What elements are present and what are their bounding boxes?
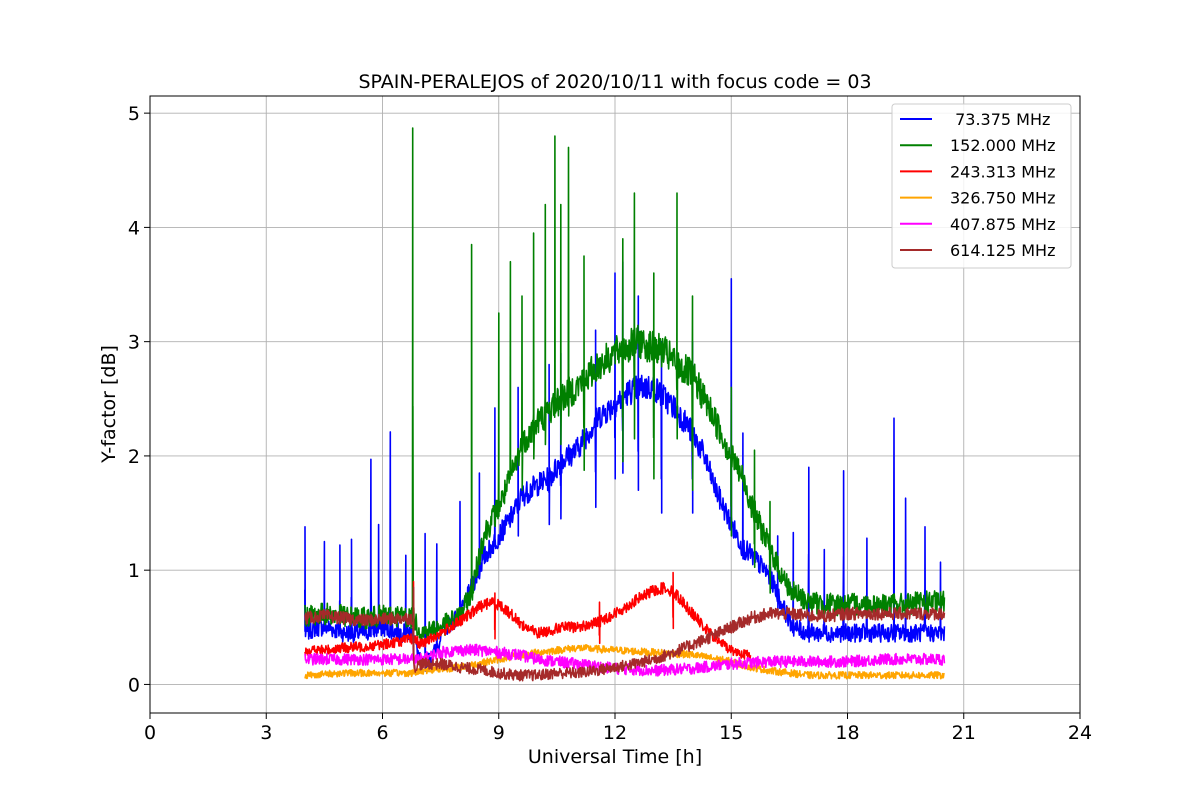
legend: 73.375 MHz 152.000 MHz 243.313 MHz 326.750 … — [891, 103, 1072, 269]
legend-label: 326.750 MHz — [950, 189, 1055, 208]
x-axis-label: Universal Time [h] — [528, 746, 702, 768]
y-tick-label: 2 — [128, 446, 140, 468]
series-line-5 — [304, 643, 946, 677]
legend-label: 407.875 MHz — [950, 215, 1055, 234]
x-tick-label: 6 — [376, 722, 388, 744]
y-tick-label: 4 — [128, 217, 140, 239]
legend-box — [891, 103, 1072, 269]
x-tick-label: 12 — [603, 722, 627, 744]
series-group — [304, 127, 946, 682]
x-tick-label: 15 — [719, 722, 743, 744]
legend-label: 73.375 MHz — [950, 110, 1050, 129]
y-tick-label: 0 — [128, 674, 140, 696]
chart-title: SPAIN-PERALEJOS of 2020/10/11 with focus… — [358, 71, 871, 93]
y-tick-label: 3 — [128, 332, 140, 354]
legend-label: 243.313 MHz — [950, 162, 1055, 181]
series-line-2 — [304, 127, 946, 643]
y-tick-label: 1 — [128, 560, 140, 582]
series-line-3 — [304, 571, 752, 660]
y-axis-label: Y-factor [dB] — [98, 345, 120, 464]
y-tick-label: 5 — [128, 103, 140, 125]
series-line-4 — [304, 644, 946, 680]
series-line-6 — [304, 586, 946, 682]
x-tick-label: 3 — [260, 722, 272, 744]
x-tick-label: 21 — [952, 722, 976, 744]
x-tick-label: 0 — [144, 722, 156, 744]
x-tick-label: 18 — [835, 722, 859, 744]
legend-label: 614.125 MHz — [950, 241, 1055, 260]
x-tick-label: 24 — [1068, 722, 1092, 744]
legend-label: 152.000 MHz — [950, 136, 1055, 155]
x-tick-label: 9 — [493, 722, 505, 744]
